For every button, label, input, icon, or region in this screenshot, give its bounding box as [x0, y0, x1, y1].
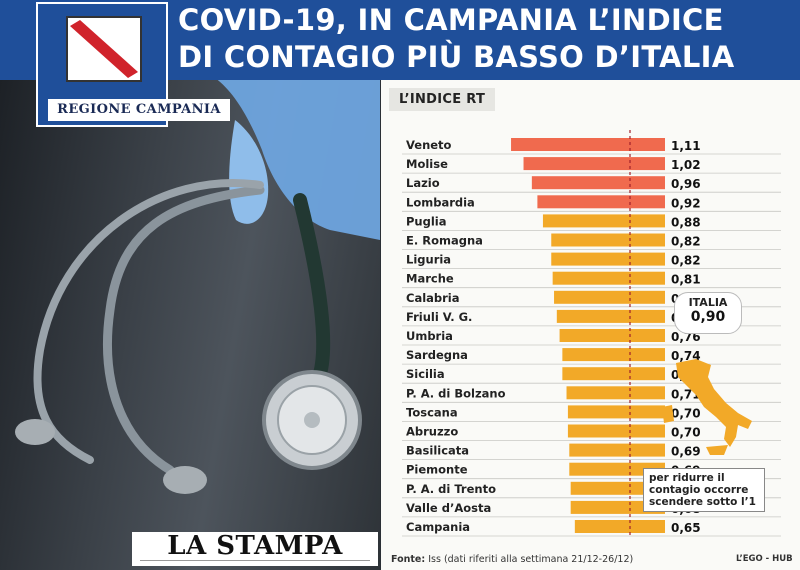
region-shield-icon — [66, 16, 142, 82]
source-label: Fonte: — [391, 554, 426, 565]
region-label: P. A. di Bolzano — [406, 386, 506, 400]
value-label: 0,88 — [671, 215, 701, 229]
region-logo-label: REGIONE CAMPANIA — [48, 99, 230, 121]
value-label: 0,82 — [671, 254, 701, 268]
bar-0 — [511, 138, 665, 151]
value-label: 0,81 — [671, 273, 701, 287]
newspaper-name: LA STAMPA — [167, 531, 343, 561]
stethoscope-illustration — [15, 70, 380, 494]
region-label: Veneto — [406, 138, 452, 152]
bar-4 — [542, 214, 665, 228]
bar-11 — [562, 348, 665, 362]
value-label: 1,02 — [671, 158, 701, 172]
italy-map-icon — [662, 359, 752, 455]
bar-7 — [552, 271, 665, 285]
value-label: 0,70 — [671, 426, 701, 440]
region-label: Sardegna — [406, 348, 468, 362]
bar-14 — [567, 405, 665, 419]
region-label: Basilicata — [406, 444, 469, 458]
bar-6 — [551, 252, 665, 266]
region-label: Liguria — [406, 253, 451, 267]
region-logo: REGIONE CAMPANIA — [36, 2, 230, 127]
region-label: Molise — [406, 157, 448, 171]
bar-18 — [570, 481, 665, 495]
bar-13 — [566, 386, 665, 400]
value-label: 0,96 — [671, 177, 701, 191]
bar-12 — [562, 367, 665, 381]
region-label: P. A. di Trento — [406, 482, 496, 496]
value-label: 1,11 — [671, 139, 701, 153]
region-label: Calabria — [406, 291, 460, 305]
chart-title: L’INDICE RT — [389, 88, 496, 111]
bar-19 — [570, 500, 665, 514]
region-label: Piemonte — [406, 463, 468, 477]
bar-2 — [531, 176, 665, 190]
italia-label: ITALIA — [688, 296, 728, 309]
value-label: 0,69 — [671, 445, 701, 459]
source-text: Iss (dati riferiti alla settimana 21/12-… — [428, 554, 634, 565]
region-label: Umbria — [406, 329, 453, 343]
value-label: 0,82 — [671, 235, 701, 249]
region-label: Friuli V. G. — [406, 310, 472, 324]
region-label: Puglia — [406, 214, 447, 228]
region-label: Campania — [406, 520, 470, 534]
chart-panel: Veneto 1,11 Molise 1,02 Lazio 0,96 Lombardia 0,… — [381, 80, 800, 570]
headline-line-2: DI CONTAGIO PIÙ BASSO D’ITALIA — [178, 40, 735, 74]
bar-5 — [551, 233, 665, 247]
value-label: 0,92 — [671, 196, 701, 210]
region-label: Marche — [406, 272, 454, 286]
italia-callout: ITALIA 0,90 — [674, 292, 742, 334]
source-note: Fonte: Iss (dati riferiti alla settimana… — [391, 554, 633, 565]
bar-8 — [554, 290, 665, 304]
note-box: per ridurre il contagio occorre scendere… — [643, 468, 765, 512]
region-label: Valle d’Aosta — [406, 501, 491, 515]
region-label: Toscana — [406, 405, 458, 419]
region-label: Lazio — [406, 176, 440, 190]
headline: COVID-19, IN CAMPANIA L’INDICE DI CONTAG… — [178, 2, 798, 76]
headline-line-1: COVID-19, IN CAMPANIA L’INDICE — [178, 3, 724, 37]
bar-15 — [567, 424, 665, 438]
region-label: E. Romagna — [406, 234, 483, 248]
bar-10 — [559, 329, 665, 342]
stethoscope-photo — [0, 70, 380, 570]
bar-1 — [523, 157, 665, 171]
bar-17 — [569, 462, 665, 476]
masthead-rule — [140, 560, 370, 561]
region-label: Sicilia — [406, 367, 445, 381]
newspaper-masthead: LA STAMPA — [132, 532, 378, 566]
bar-9 — [556, 309, 665, 323]
region-label: Lombardia — [406, 195, 475, 209]
italia-value: 0,90 — [690, 309, 726, 325]
graphics-credit: L’EGO - HUB — [736, 554, 793, 564]
value-label: 0,70 — [671, 406, 701, 420]
bar-3 — [537, 195, 665, 209]
bar-20 — [574, 520, 665, 533]
region-label: Abruzzo — [406, 425, 458, 439]
bar-16 — [569, 443, 665, 457]
value-label: 0,65 — [671, 521, 701, 535]
